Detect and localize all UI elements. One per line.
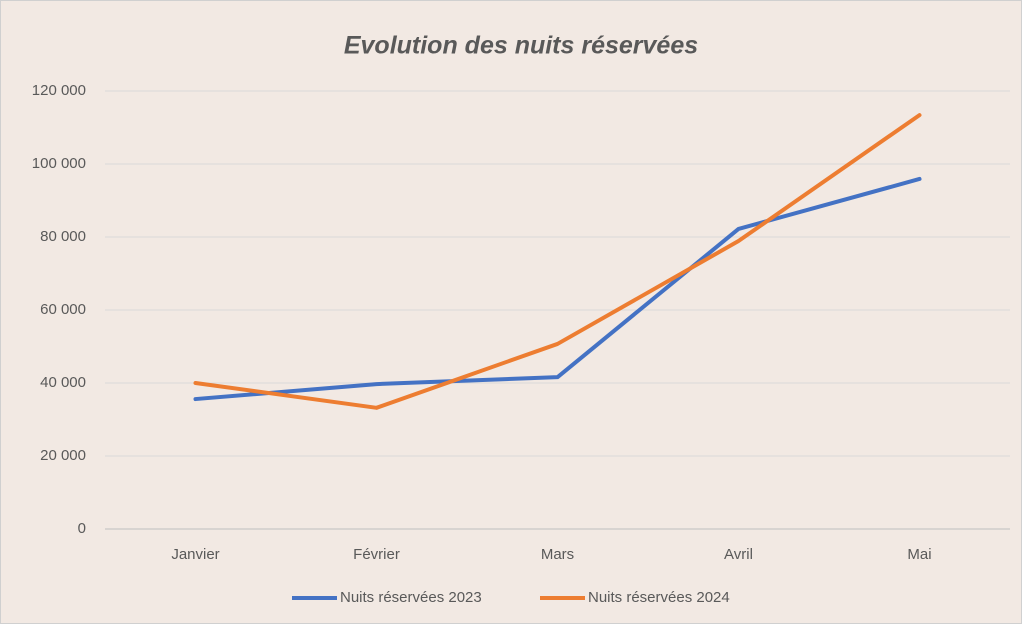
y-tick-label: 100 000 xyxy=(32,155,86,172)
x-tick-label: Février xyxy=(353,546,400,563)
x-tick-label: Avril xyxy=(724,546,753,563)
y-tick-label: 120 000 xyxy=(32,82,86,99)
y-tick-label: 20 000 xyxy=(40,447,86,464)
chart-title: Evolution des nuits réservées xyxy=(344,32,698,60)
y-tick-label: 0 xyxy=(78,520,86,537)
x-tick-label: Mars xyxy=(541,546,574,563)
legend-label: Nuits réservées 2024 xyxy=(588,589,730,606)
data-line xyxy=(193,113,922,410)
y-tick-label: 40 000 xyxy=(40,374,86,391)
y-tick-label: 80 000 xyxy=(40,228,86,245)
x-tick-label: Mai xyxy=(907,546,931,563)
x-tick-label: Janvier xyxy=(171,546,219,563)
data-line xyxy=(193,176,922,402)
y-tick-label: 60 000 xyxy=(40,301,86,318)
legend-label: Nuits réservées 2023 xyxy=(340,589,482,606)
